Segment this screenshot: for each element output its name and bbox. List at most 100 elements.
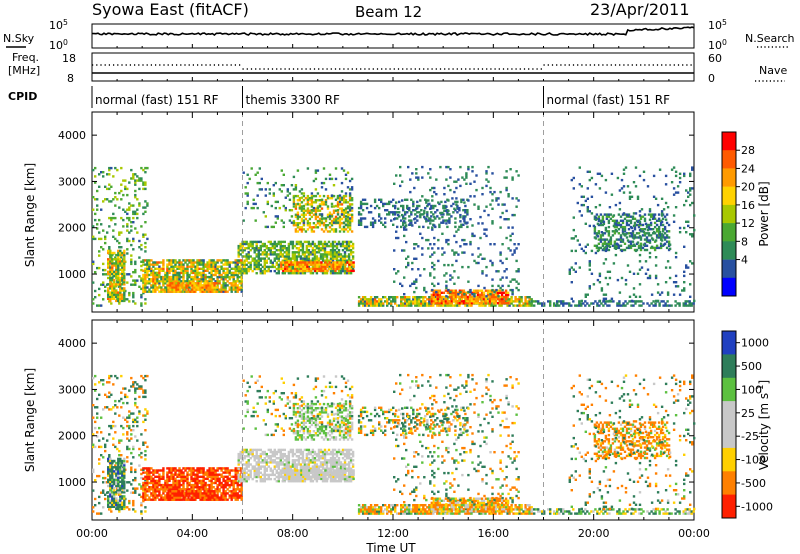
- power-cell: [107, 293, 110, 296]
- velocity-cell: [123, 489, 126, 492]
- velocity-cell: [112, 420, 115, 424]
- power-cell: [425, 290, 428, 294]
- power-cell: [259, 244, 262, 248]
- power-cell: [291, 253, 295, 256]
- power-cell: [142, 259, 145, 262]
- power-cell: [343, 255, 347, 258]
- power-cell: [621, 230, 625, 233]
- power-cell: [314, 188, 318, 191]
- velocity-cell: [144, 429, 147, 432]
- power-cell: [306, 269, 309, 272]
- power-cell: [658, 231, 662, 234]
- power-cell: [421, 247, 424, 250]
- power-cell: [279, 253, 282, 256]
- power-cell: [109, 281, 112, 284]
- power-cell: [213, 286, 216, 289]
- power-cell: [280, 265, 283, 268]
- power-cell: [432, 297, 435, 301]
- power-cell: [597, 230, 601, 233]
- power-cell: [348, 188, 352, 191]
- power-cell: [462, 209, 465, 212]
- velocity-cell: [140, 374, 143, 378]
- power-cell: [410, 300, 413, 303]
- power-cell: [220, 273, 223, 277]
- power-cell: [132, 221, 135, 224]
- power-cell: [424, 296, 427, 299]
- power-cell: [238, 286, 241, 289]
- velocity-cell: [140, 387, 143, 390]
- power-cell: [277, 242, 280, 246]
- power-cell: [236, 280, 239, 283]
- velocity-cell: [120, 391, 123, 394]
- power-cell: [186, 278, 189, 281]
- velocity-cell: [111, 505, 114, 508]
- power-cell: [607, 215, 611, 218]
- power-cell: [261, 257, 264, 260]
- power-cell: [490, 300, 494, 303]
- power-cell: [590, 302, 593, 305]
- power-cell: [427, 203, 430, 206]
- power-cell: [682, 302, 685, 305]
- velocity-cell: [121, 507, 124, 511]
- power-cell: [255, 259, 258, 262]
- power-cell: [265, 259, 268, 262]
- power-cell: [260, 177, 263, 181]
- velocity-cell: [96, 412, 99, 415]
- power-cell: [665, 246, 669, 250]
- power-cell: [247, 269, 250, 273]
- power-cell: [494, 293, 498, 297]
- power-cell: [620, 304, 623, 307]
- power-cell: [480, 293, 484, 297]
- power-cell: [485, 234, 488, 238]
- power-cell: [570, 297, 573, 300]
- power-cell: [291, 242, 295, 246]
- power-cell: [109, 260, 112, 263]
- velocity-cell: [148, 469, 151, 472]
- power-cell: [192, 271, 195, 275]
- power-cell: [338, 207, 342, 210]
- power-cell: [298, 228, 302, 231]
- velocity-cell: [117, 501, 120, 504]
- power-cell: [172, 275, 175, 279]
- velocity-cell: [148, 488, 151, 491]
- power-cell: [183, 284, 186, 287]
- power-cell: [363, 296, 367, 299]
- power-cell: [586, 210, 589, 213]
- power-cell: [245, 255, 248, 258]
- velocity-cell: [113, 480, 116, 483]
- power-cell: [210, 280, 213, 283]
- power-cell: [486, 295, 490, 299]
- power-cell: [689, 233, 692, 236]
- power-cell: [336, 221, 340, 224]
- velocity-cell: [130, 468, 133, 471]
- power-cell: [347, 257, 351, 260]
- velocity-cell: [94, 445, 97, 449]
- power-cell: [654, 239, 658, 242]
- power-cell: [604, 226, 608, 230]
- power-cell: [253, 265, 256, 269]
- power-cell: [597, 215, 601, 218]
- power-cell: [437, 201, 440, 204]
- power-cell: [492, 297, 496, 301]
- power-cell: [257, 259, 260, 262]
- power-cell: [265, 253, 268, 256]
- power-cell: [466, 302, 470, 305]
- power-cell: [123, 297, 126, 300]
- power-cell: [490, 304, 493, 307]
- power-cell: [386, 300, 389, 303]
- power-cell: [339, 259, 343, 262]
- power-cell: [596, 172, 600, 175]
- power-cell: [232, 282, 235, 285]
- power-cell: [243, 261, 246, 264]
- power-cell: [408, 223, 411, 226]
- power-cell: [408, 215, 411, 218]
- power-cell: [334, 228, 338, 231]
- power-cell: [280, 169, 283, 172]
- power-cell: [109, 285, 112, 288]
- power-cell: [617, 238, 621, 241]
- power-cell: [117, 276, 120, 280]
- power-cell: [302, 224, 306, 227]
- power-cell: [207, 290, 210, 293]
- power-cell: [524, 304, 527, 307]
- power-cell: [180, 263, 183, 266]
